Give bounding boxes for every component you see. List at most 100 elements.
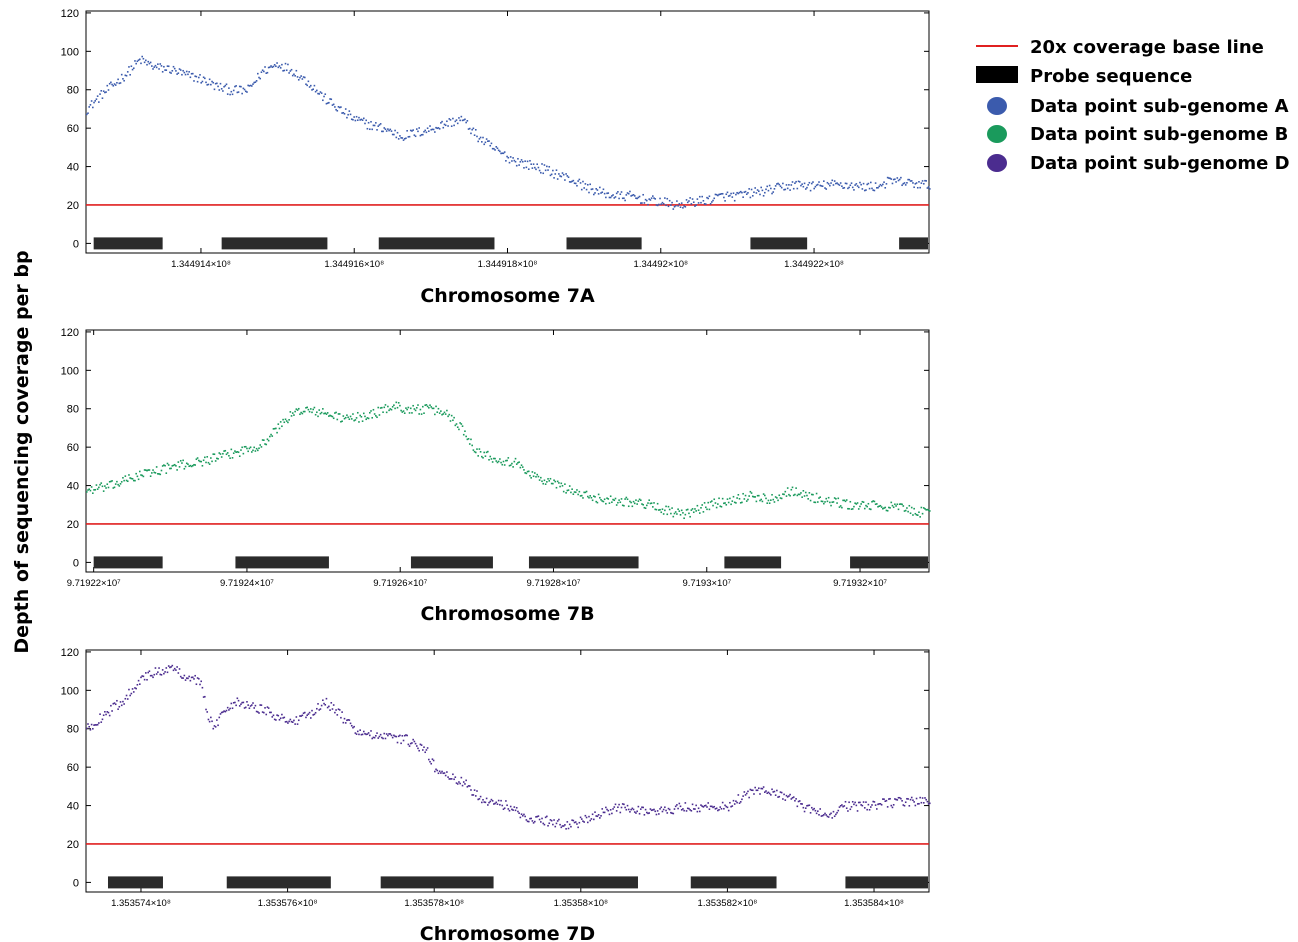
- data-point: [678, 203, 681, 205]
- data-point: [515, 463, 518, 465]
- data-point: [226, 706, 229, 709]
- data-point: [169, 467, 171, 470]
- data-point: [390, 408, 393, 411]
- data-point: [178, 68, 181, 70]
- data-point: [365, 418, 367, 421]
- data-point: [173, 67, 176, 70]
- data-point: [696, 810, 699, 813]
- data-point: [493, 803, 495, 805]
- data-point: [496, 803, 499, 805]
- data-point: [167, 665, 170, 667]
- data-point: [737, 794, 740, 796]
- data-point: [424, 129, 427, 132]
- data-point: [408, 135, 411, 138]
- data-point: [691, 508, 694, 510]
- data-point: [207, 718, 210, 721]
- data-point: [573, 491, 576, 493]
- data-point: [725, 193, 728, 196]
- data-point: [93, 489, 95, 491]
- data-point: [503, 807, 506, 810]
- data-point: [705, 804, 707, 807]
- data-point: [566, 175, 569, 177]
- data-point: [538, 479, 541, 481]
- data-point: [478, 138, 481, 140]
- data-point: [479, 451, 482, 453]
- data-point: [674, 805, 677, 808]
- data-point: [146, 678, 148, 681]
- data-point: [578, 821, 581, 824]
- data-point: [773, 188, 776, 190]
- data-point: [789, 494, 791, 497]
- data-point: [574, 821, 577, 823]
- data-point: [297, 407, 300, 410]
- data-point: [344, 108, 347, 110]
- data-point: [719, 193, 722, 196]
- data-point: [354, 732, 357, 734]
- data-point: [378, 735, 381, 738]
- data-point: [843, 499, 846, 502]
- data-point: [263, 439, 265, 442]
- data-point: [882, 183, 884, 186]
- data-point: [723, 502, 725, 505]
- data-point: [334, 106, 336, 108]
- data-point: [483, 451, 486, 454]
- data-point: [700, 507, 702, 509]
- data-point: [170, 72, 172, 74]
- data-point: [96, 95, 99, 97]
- probe-bar: [410, 556, 493, 569]
- data-point: [865, 189, 867, 191]
- data-point: [593, 193, 595, 196]
- data-point: [707, 802, 710, 804]
- data-point: [715, 807, 718, 810]
- data-point: [644, 507, 647, 510]
- data-point: [791, 181, 794, 183]
- data-point: [265, 443, 268, 446]
- data-point: [656, 204, 659, 207]
- data-point: [613, 197, 616, 199]
- data-point: [609, 808, 612, 811]
- data-point: [532, 475, 535, 478]
- data-point: [542, 822, 545, 825]
- data-point: [371, 128, 374, 131]
- data-point: [146, 469, 148, 472]
- data-point: [142, 675, 145, 678]
- data-point: [708, 808, 711, 811]
- data-point: [237, 699, 240, 702]
- data-point: [788, 493, 790, 496]
- data-point: [918, 511, 920, 514]
- data-point: [312, 714, 315, 716]
- data-point: [565, 828, 567, 830]
- data-point: [820, 500, 823, 503]
- data-point: [259, 444, 262, 446]
- data-point: [520, 464, 523, 467]
- data-point: [767, 189, 770, 192]
- data-point: [647, 502, 649, 504]
- data-point: [143, 678, 146, 681]
- data-point: [541, 480, 543, 483]
- data-point: [924, 797, 926, 799]
- data-point: [434, 770, 436, 773]
- data-point: [635, 812, 637, 814]
- data-point: [501, 804, 504, 807]
- data-point: [244, 706, 247, 709]
- data-point: [240, 85, 242, 88]
- data-point: [873, 500, 876, 503]
- data-point: [406, 408, 408, 411]
- data-point: [597, 813, 600, 816]
- data-point: [692, 201, 695, 204]
- data-point: [322, 699, 324, 702]
- data-point: [660, 511, 663, 514]
- data-point: [867, 182, 870, 185]
- data-point: [234, 450, 236, 452]
- data-point: [129, 477, 131, 479]
- data-point: [525, 166, 528, 169]
- data-point: [409, 742, 412, 745]
- data-point: [307, 713, 310, 715]
- data-point: [108, 82, 111, 85]
- data-point: [224, 84, 227, 87]
- data-point: [586, 495, 589, 498]
- data-point: [888, 506, 890, 509]
- data-point: [110, 704, 112, 707]
- data-point: [331, 708, 334, 710]
